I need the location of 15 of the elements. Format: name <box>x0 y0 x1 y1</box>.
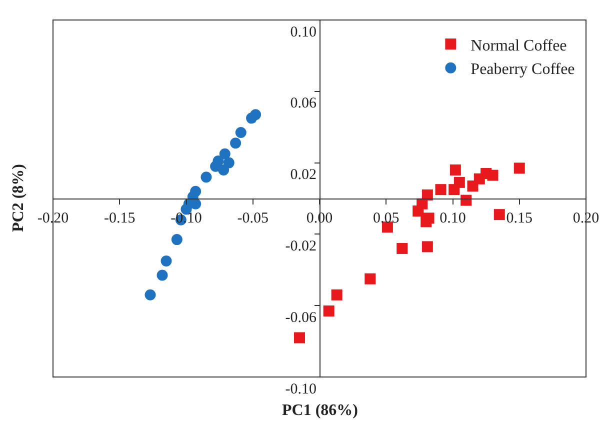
legend-label: Normal Coffee <box>470 37 567 54</box>
y-axis-title: PC2 (8%) <box>10 164 28 232</box>
y-tick-label: 0.10 <box>290 24 316 40</box>
y-tick-label: 0.06 <box>290 96 317 112</box>
y-tick-label: -0.10 <box>285 381 316 398</box>
x-tick-label: -0.05 <box>237 210 269 226</box>
y-tick-label: -0.02 <box>285 238 316 254</box>
x-axis-title: PC1 (86%) <box>282 402 358 419</box>
y-tick-label: 0.02 <box>290 167 316 184</box>
x-tick-label: -0.15 <box>104 210 136 226</box>
x-tick-label: 0.15 <box>506 210 533 226</box>
x-tick-label: 0.10 <box>440 210 466 226</box>
legend-label: Peaberry Coffee <box>470 61 575 78</box>
x-tick-label: 0.05 <box>373 210 400 226</box>
y-tick-label: -0.06 <box>285 310 317 326</box>
